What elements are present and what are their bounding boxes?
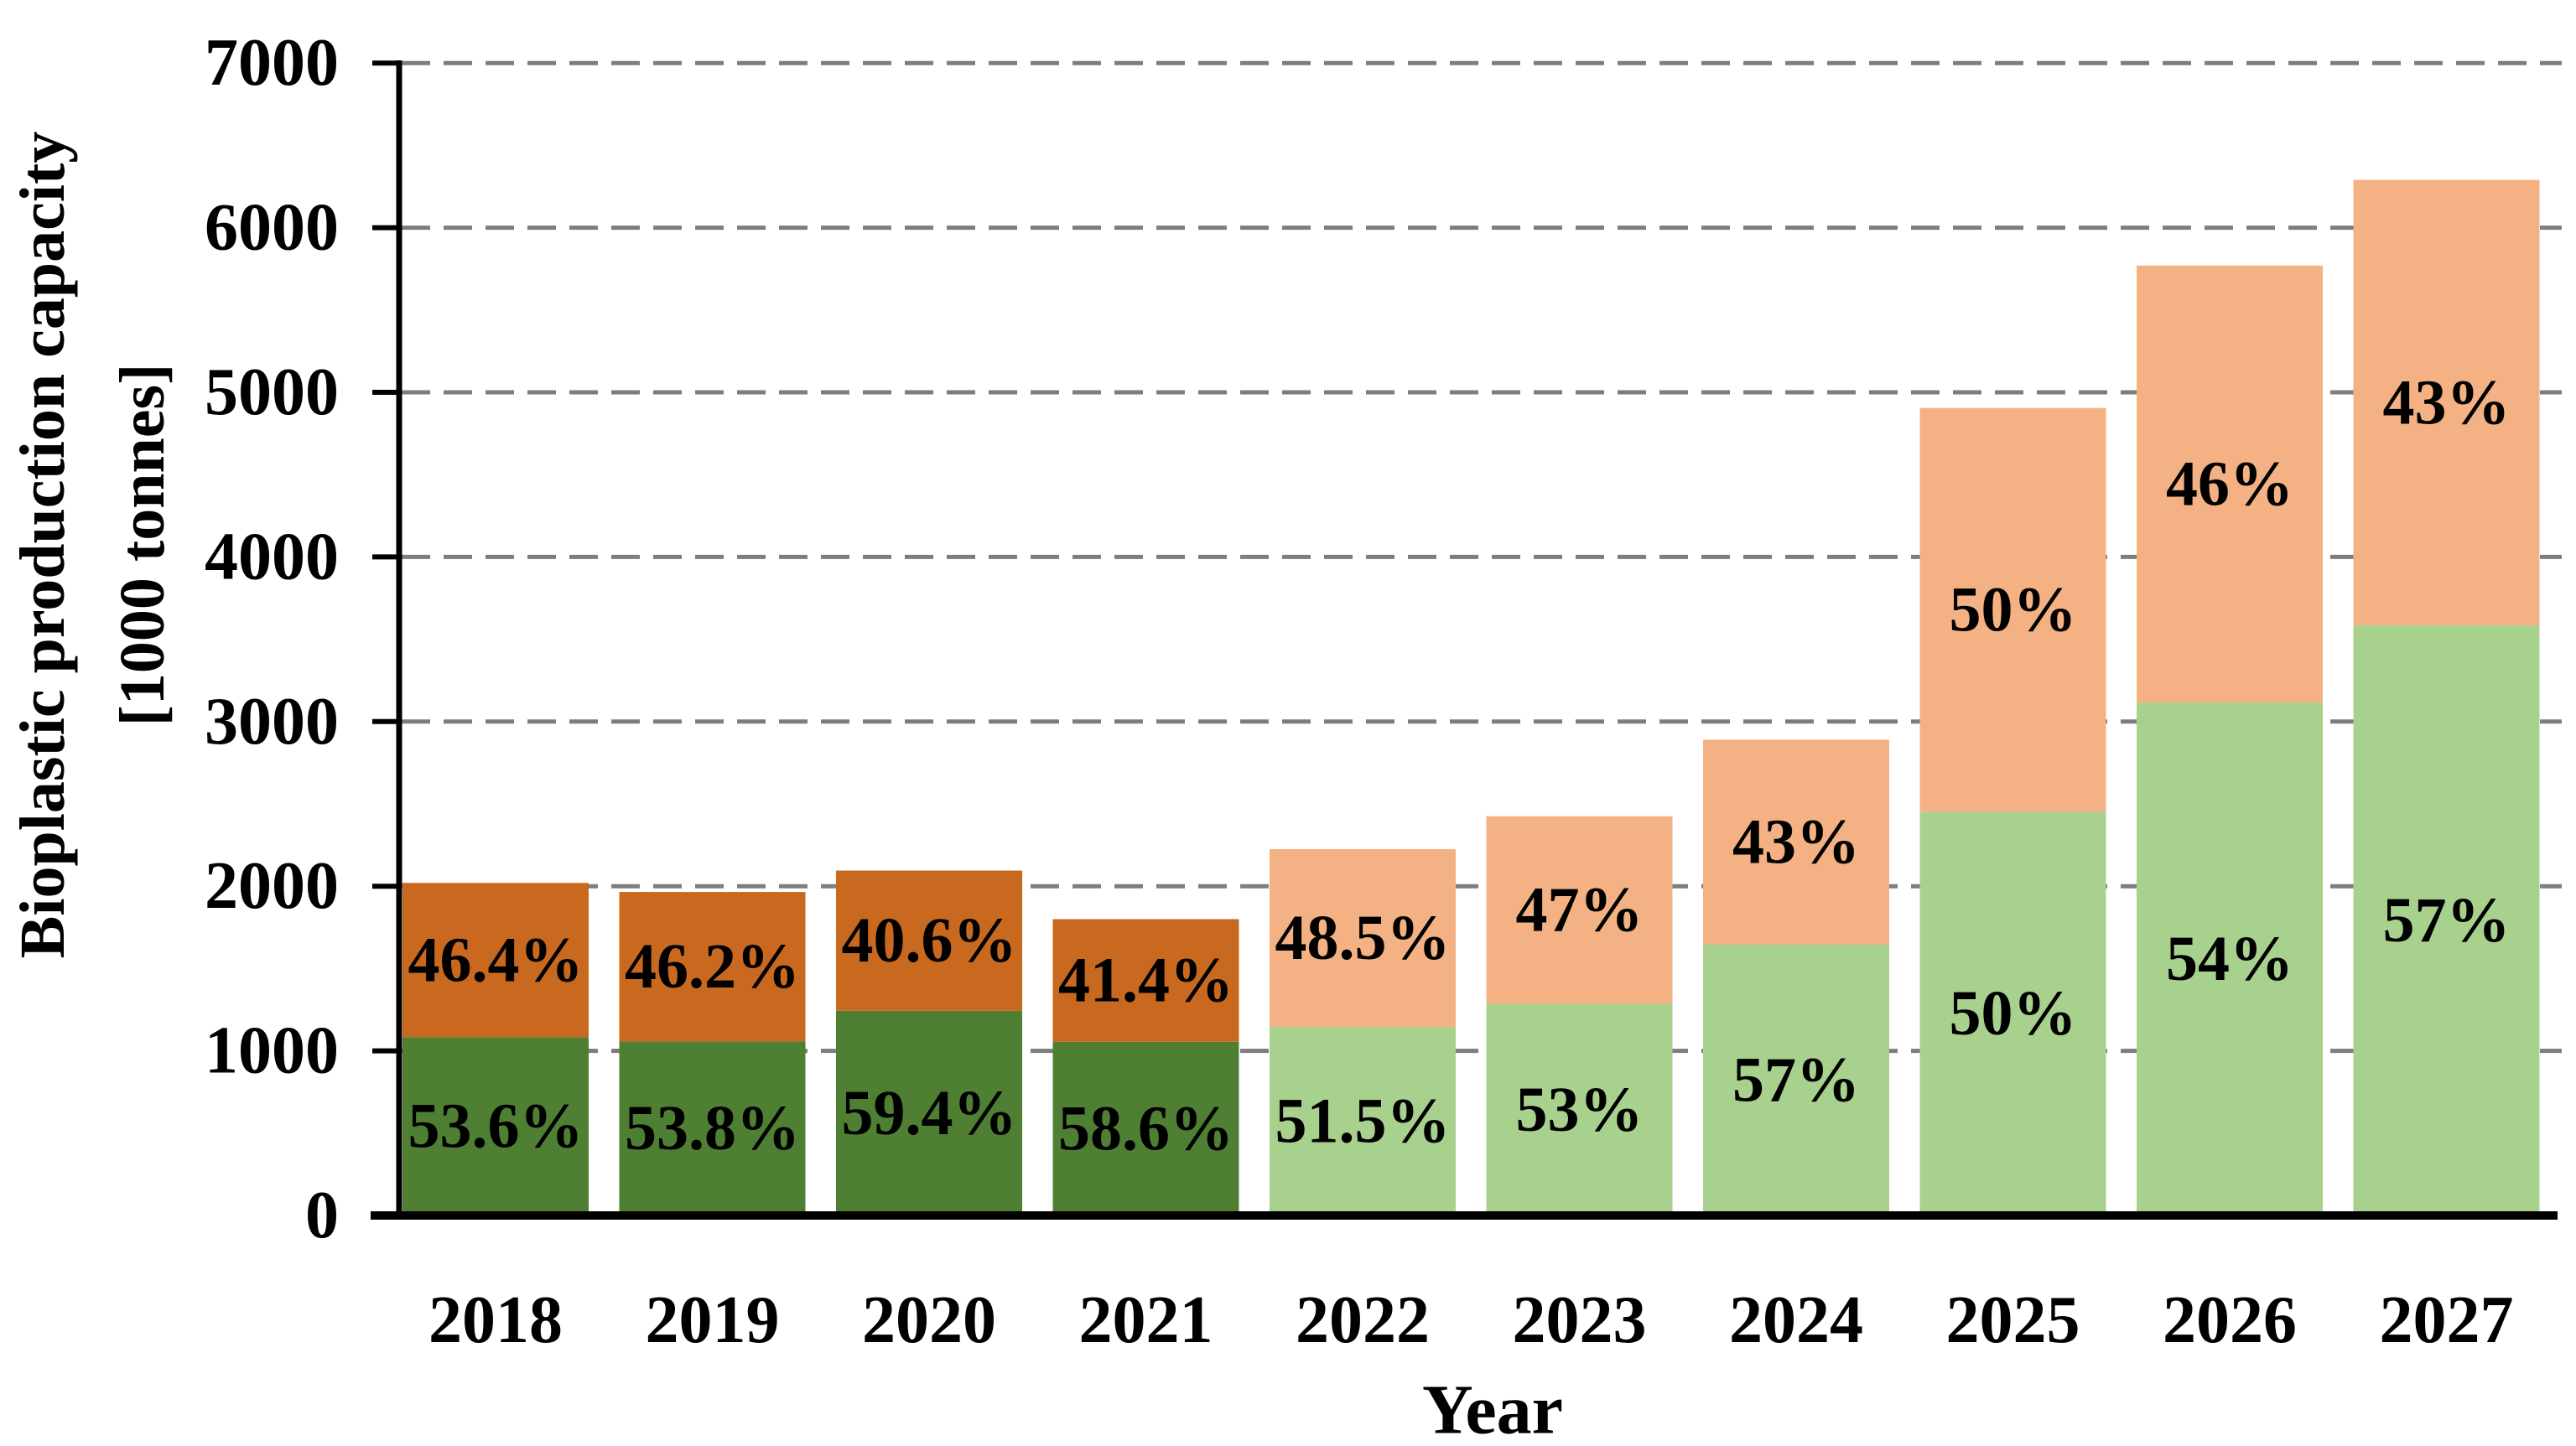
bar-segment-orange-2018 <box>402 883 589 1038</box>
label-orange-2021: 41.4% <box>1058 946 1233 1016</box>
bar-segment-orange-2019 <box>619 892 806 1042</box>
bar-segment-green-2022 <box>1270 1026 1456 1215</box>
bar-segment-orange-2024 <box>1703 739 1889 945</box>
tick-label-layer: 2018 2019 2020 2021 2022 2023 2024 2025 2026 2027… <box>205 26 2514 1357</box>
x-tick-label-2025: 2025 <box>1946 1283 2080 1357</box>
y-tick-label-2000: 2000 <box>205 849 339 923</box>
bar-segment-green-2027 <box>2353 625 2540 1215</box>
x-tick-label-2020: 2020 <box>862 1283 996 1357</box>
label-orange-2027: 43% <box>2383 367 2511 438</box>
label-orange-2022: 48.5% <box>1275 903 1451 973</box>
label-green-2027: 57% <box>2383 885 2511 956</box>
y-axis-title-line2: [1000 tonnes] <box>107 364 178 727</box>
x-tick-label-2024: 2024 <box>1729 1283 1863 1357</box>
bar-segment-orange-2027 <box>2353 179 2540 625</box>
x-tick-label-2026: 2026 <box>2163 1283 2297 1357</box>
x-tick-label-2021: 2021 <box>1079 1283 1213 1357</box>
label-green-2018: 53.6% <box>408 1091 584 1162</box>
x-tick-label-2018: 2018 <box>428 1283 563 1357</box>
bar-segment-orange-2022 <box>1270 849 1456 1027</box>
bar-segment-green-2018 <box>402 1037 589 1215</box>
bar-segment-green-2021 <box>1052 1041 1239 1215</box>
bar-segment-green-2019 <box>619 1041 806 1215</box>
bar-layer: 53.6% 46.4% 53.8% 46.2% 59.4% 40.6% 58.6% 41.4%… <box>402 179 2540 1215</box>
label-orange-2023: 47% <box>1516 875 1644 946</box>
bar-segment-orange-2026 <box>2137 265 2323 703</box>
y-tick-label-3000: 3000 <box>205 685 339 759</box>
y-tick-label-7000: 7000 <box>205 26 339 100</box>
label-orange-2026: 46% <box>2166 448 2293 519</box>
x-tick-label-2022: 2022 <box>1296 1283 1430 1357</box>
label-green-2024: 57% <box>1732 1044 1860 1115</box>
x-tick-label-2019: 2019 <box>646 1283 780 1357</box>
label-green-2023: 53% <box>1516 1075 1644 1145</box>
x-axis-title: Year <box>1422 1371 1563 1446</box>
bar-segment-green-2023 <box>1486 1003 1673 1215</box>
bar-segment-orange-2025 <box>1919 407 2106 812</box>
label-orange-2018: 46.4% <box>408 925 584 995</box>
y-tick-label-5000: 5000 <box>205 355 339 429</box>
label-orange-2025: 50% <box>1950 574 2077 645</box>
axis-layer <box>371 60 2558 1220</box>
label-green-2021: 58.6% <box>1058 1093 1233 1164</box>
y-tick-label-1000: 1000 <box>205 1014 339 1088</box>
label-green-2022: 51.5% <box>1275 1086 1451 1156</box>
label-green-2020: 59.4% <box>842 1078 1017 1148</box>
bar-segment-green-2026 <box>2137 702 2323 1215</box>
y-axis-title-line1: Bioplastic production capacity <box>8 132 78 959</box>
y-tick-label-4000: 4000 <box>205 520 339 593</box>
bar-segment-green-2024 <box>1703 944 1889 1215</box>
label-green-2025: 50% <box>1950 978 2077 1049</box>
label-green-2019: 53.8% <box>625 1093 800 1164</box>
x-tick-label-2027: 2027 <box>2380 1283 2514 1357</box>
bar-segment-orange-2021 <box>1052 919 1239 1042</box>
label-orange-2020: 40.6% <box>842 905 1017 976</box>
x-tick-label-2023: 2023 <box>1513 1283 1647 1357</box>
label-green-2026: 54% <box>2166 924 2293 994</box>
label-orange-2019: 46.2% <box>625 931 800 1002</box>
y-tick-label-0: 0 <box>305 1179 339 1252</box>
bar-segment-orange-2023 <box>1486 816 1673 1004</box>
bar-segment-orange-2020 <box>836 870 1022 1011</box>
bar-segment-green-2020 <box>836 1010 1022 1215</box>
y-tick-label-6000: 6000 <box>205 191 339 265</box>
label-orange-2024: 43% <box>1732 806 1860 877</box>
bar-segment-green-2025 <box>1919 811 2106 1215</box>
